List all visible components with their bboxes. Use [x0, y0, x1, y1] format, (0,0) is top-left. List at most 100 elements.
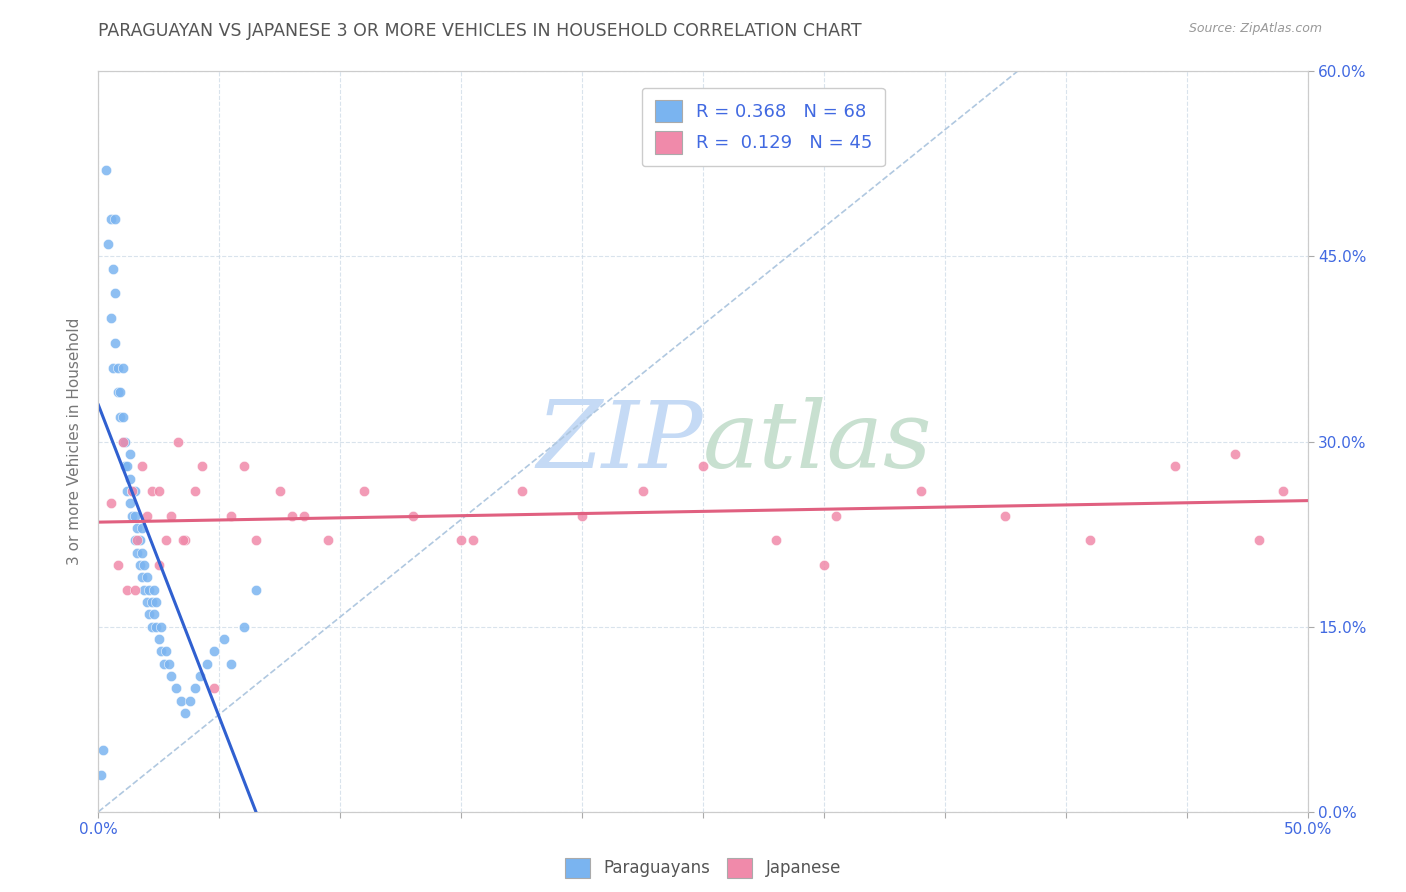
Point — [128, 558, 150, 572]
Point — [124, 483, 146, 498]
Point — [138, 582, 160, 597]
Point — [127, 546, 149, 560]
Point — [167, 434, 190, 449]
Point — [121, 483, 143, 498]
Point — [117, 582, 139, 597]
Point — [128, 533, 150, 548]
Point — [118, 471, 141, 485]
Point — [91, 743, 114, 757]
Point — [204, 681, 226, 696]
Point — [1272, 483, 1295, 498]
Point — [121, 508, 143, 523]
Point — [111, 434, 134, 449]
Point — [118, 447, 141, 461]
Point — [107, 385, 129, 400]
Point — [118, 496, 141, 510]
Point — [94, 163, 117, 178]
Point — [150, 644, 173, 658]
Point — [145, 595, 167, 609]
Point — [121, 483, 143, 498]
Point — [269, 483, 291, 498]
Point — [114, 459, 136, 474]
Point — [138, 607, 160, 622]
Point — [813, 558, 835, 572]
Point — [148, 483, 170, 498]
Point — [124, 508, 146, 523]
Point — [212, 632, 235, 646]
Point — [450, 533, 472, 548]
Point — [131, 570, 153, 584]
Point — [353, 483, 375, 498]
Point — [169, 694, 191, 708]
Point — [104, 335, 127, 350]
Point — [117, 483, 139, 498]
Point — [107, 360, 129, 375]
Point — [221, 508, 243, 523]
Y-axis label: 3 or more Vehicles in Household: 3 or more Vehicles in Household — [67, 318, 83, 566]
Point — [111, 409, 134, 424]
Point — [155, 533, 177, 548]
Point — [1078, 533, 1101, 548]
Point — [90, 767, 112, 781]
Point — [165, 681, 187, 696]
Point — [141, 619, 163, 633]
Point — [184, 681, 207, 696]
Point — [910, 483, 932, 498]
Text: ZIP: ZIP — [536, 397, 703, 486]
Point — [141, 483, 163, 498]
Point — [127, 521, 149, 535]
Point — [179, 694, 201, 708]
Point — [111, 360, 134, 375]
Point — [134, 582, 156, 597]
Point — [114, 434, 136, 449]
Point — [148, 632, 170, 646]
Point — [107, 558, 129, 572]
Point — [281, 508, 304, 523]
Point — [631, 483, 654, 498]
Point — [232, 619, 254, 633]
Text: Source: ZipAtlas.com: Source: ZipAtlas.com — [1188, 22, 1322, 36]
Point — [100, 496, 122, 510]
Point — [172, 533, 194, 548]
Point — [160, 508, 183, 523]
Point — [232, 459, 254, 474]
Point — [825, 508, 848, 523]
Point — [135, 595, 157, 609]
Point — [143, 582, 166, 597]
Point — [127, 533, 149, 548]
Point — [100, 212, 122, 227]
Point — [124, 533, 146, 548]
Point — [692, 459, 714, 474]
Point — [135, 508, 157, 523]
Point — [765, 533, 787, 548]
Point — [101, 360, 124, 375]
Point — [994, 508, 1017, 523]
Point — [510, 483, 533, 498]
Point — [221, 657, 243, 671]
Point — [245, 533, 267, 548]
Point — [108, 385, 131, 400]
Point — [157, 657, 180, 671]
Point — [131, 521, 153, 535]
Point — [174, 533, 197, 548]
Legend: Paraguayans, Japanese: Paraguayans, Japanese — [558, 851, 848, 885]
Point — [145, 619, 167, 633]
Point — [292, 508, 315, 523]
Point — [104, 286, 127, 301]
Point — [1249, 533, 1271, 548]
Point — [402, 508, 425, 523]
Point — [97, 237, 120, 252]
Point — [174, 706, 197, 720]
Point — [152, 657, 174, 671]
Point — [155, 644, 177, 658]
Point — [160, 669, 183, 683]
Point — [143, 607, 166, 622]
Point — [188, 669, 211, 683]
Point — [134, 558, 156, 572]
Point — [571, 508, 593, 523]
Point — [104, 212, 127, 227]
Point — [1223, 447, 1246, 461]
Point — [108, 409, 131, 424]
Point — [131, 459, 153, 474]
Point — [117, 459, 139, 474]
